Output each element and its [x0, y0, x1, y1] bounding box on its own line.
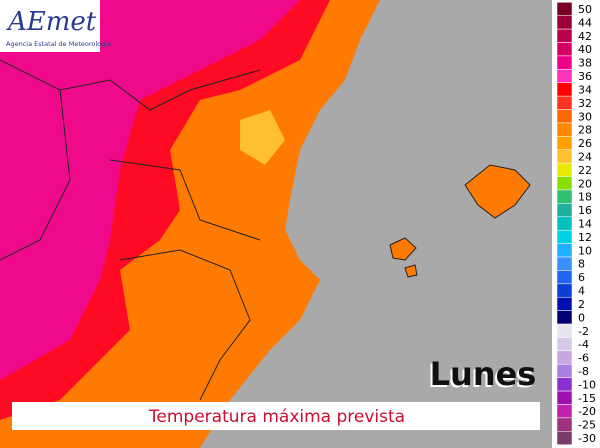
legend-swatch [556, 431, 573, 445]
legend-swatch [556, 243, 573, 258]
legend-swatch [556, 28, 573, 43]
legend-label: 18 [578, 191, 592, 204]
legend-label: 24 [578, 150, 592, 163]
legend: 5044424038363432302826242220181614121086… [556, 2, 596, 445]
legend-label: 16 [578, 204, 592, 217]
legend-swatch [556, 42, 573, 57]
legend-swatch [556, 390, 573, 405]
legend-swatch [556, 69, 573, 83]
legend-label: 44 [578, 16, 592, 29]
legend-label: 14 [578, 218, 592, 231]
legend-swatch [556, 95, 573, 110]
legend-label: 32 [578, 97, 592, 110]
formentera [404, 264, 418, 278]
legend-swatch [556, 377, 573, 392]
caption: Temperatura máxima prevista [148, 407, 405, 427]
legend-label: 28 [578, 124, 592, 137]
legend-swatch [556, 350, 573, 365]
legend-swatch [556, 55, 573, 70]
legend-swatch [556, 15, 573, 30]
logo-subtitle: Agencia Estatal de Meteorología [6, 40, 111, 48]
legend-swatch [556, 323, 573, 338]
legend-swatch [556, 417, 573, 432]
day-shadow: Lunes [428, 357, 535, 395]
legend-label: -10 [578, 378, 596, 391]
legend-label: -4 [578, 338, 589, 351]
legend-swatch [556, 203, 573, 218]
legend-label: 8 [578, 258, 585, 271]
legend-swatch [556, 270, 573, 285]
legend-label: 22 [578, 164, 592, 177]
legend-label: 2 [578, 298, 585, 311]
legend-label: -30 [578, 432, 596, 445]
legend-swatch [556, 229, 573, 244]
legend-label: 20 [578, 177, 592, 190]
legend-label: 30 [578, 110, 592, 123]
legend-label: 50 [578, 3, 592, 16]
legend-label: 42 [578, 30, 592, 43]
borders [0, 59, 261, 401]
legend-label: 4 [578, 285, 585, 298]
legend-swatch [556, 136, 573, 151]
mallorca [464, 164, 531, 219]
legend-swatch [556, 256, 573, 271]
legend-swatch [556, 149, 573, 164]
legend-swatch [556, 404, 573, 419]
caption-box [12, 402, 540, 430]
legend-swatch [556, 296, 573, 311]
legend-swatch [556, 189, 573, 204]
legend-swatch [556, 283, 573, 298]
logo-box [0, 0, 100, 52]
legend-label: 36 [578, 70, 592, 83]
legend-swatch [556, 216, 573, 231]
legend-swatch [556, 2, 573, 16]
legend-swatch [556, 82, 573, 97]
legend-label: 0 [578, 311, 585, 324]
legend-swatch [556, 310, 573, 325]
legend-label: -6 [578, 352, 589, 365]
legend-label: 6 [578, 271, 585, 284]
legend-label: 26 [578, 137, 592, 150]
land-hot [0, 0, 300, 380]
legend-label: 40 [578, 43, 592, 56]
logo: AEmet [6, 7, 97, 37]
legend-label: 38 [578, 57, 592, 70]
legend-label: -15 [578, 392, 596, 405]
legend-label: 12 [578, 231, 592, 244]
land-mild [240, 110, 285, 165]
legend-swatch [556, 122, 573, 137]
legend-swatch [556, 337, 573, 352]
ibiza [389, 237, 417, 261]
legend-label: -8 [578, 365, 589, 378]
legend-label: -20 [578, 405, 596, 418]
legend-label: 10 [578, 244, 592, 257]
legend-swatch [556, 176, 573, 191]
legend-label: 34 [578, 83, 592, 96]
legend-swatch [556, 109, 573, 124]
legend-label: -25 [578, 419, 596, 432]
legend-swatch [556, 162, 573, 177]
day: Lunes [430, 355, 537, 393]
legend-swatch [556, 364, 573, 378]
legend-label: -2 [578, 325, 589, 338]
